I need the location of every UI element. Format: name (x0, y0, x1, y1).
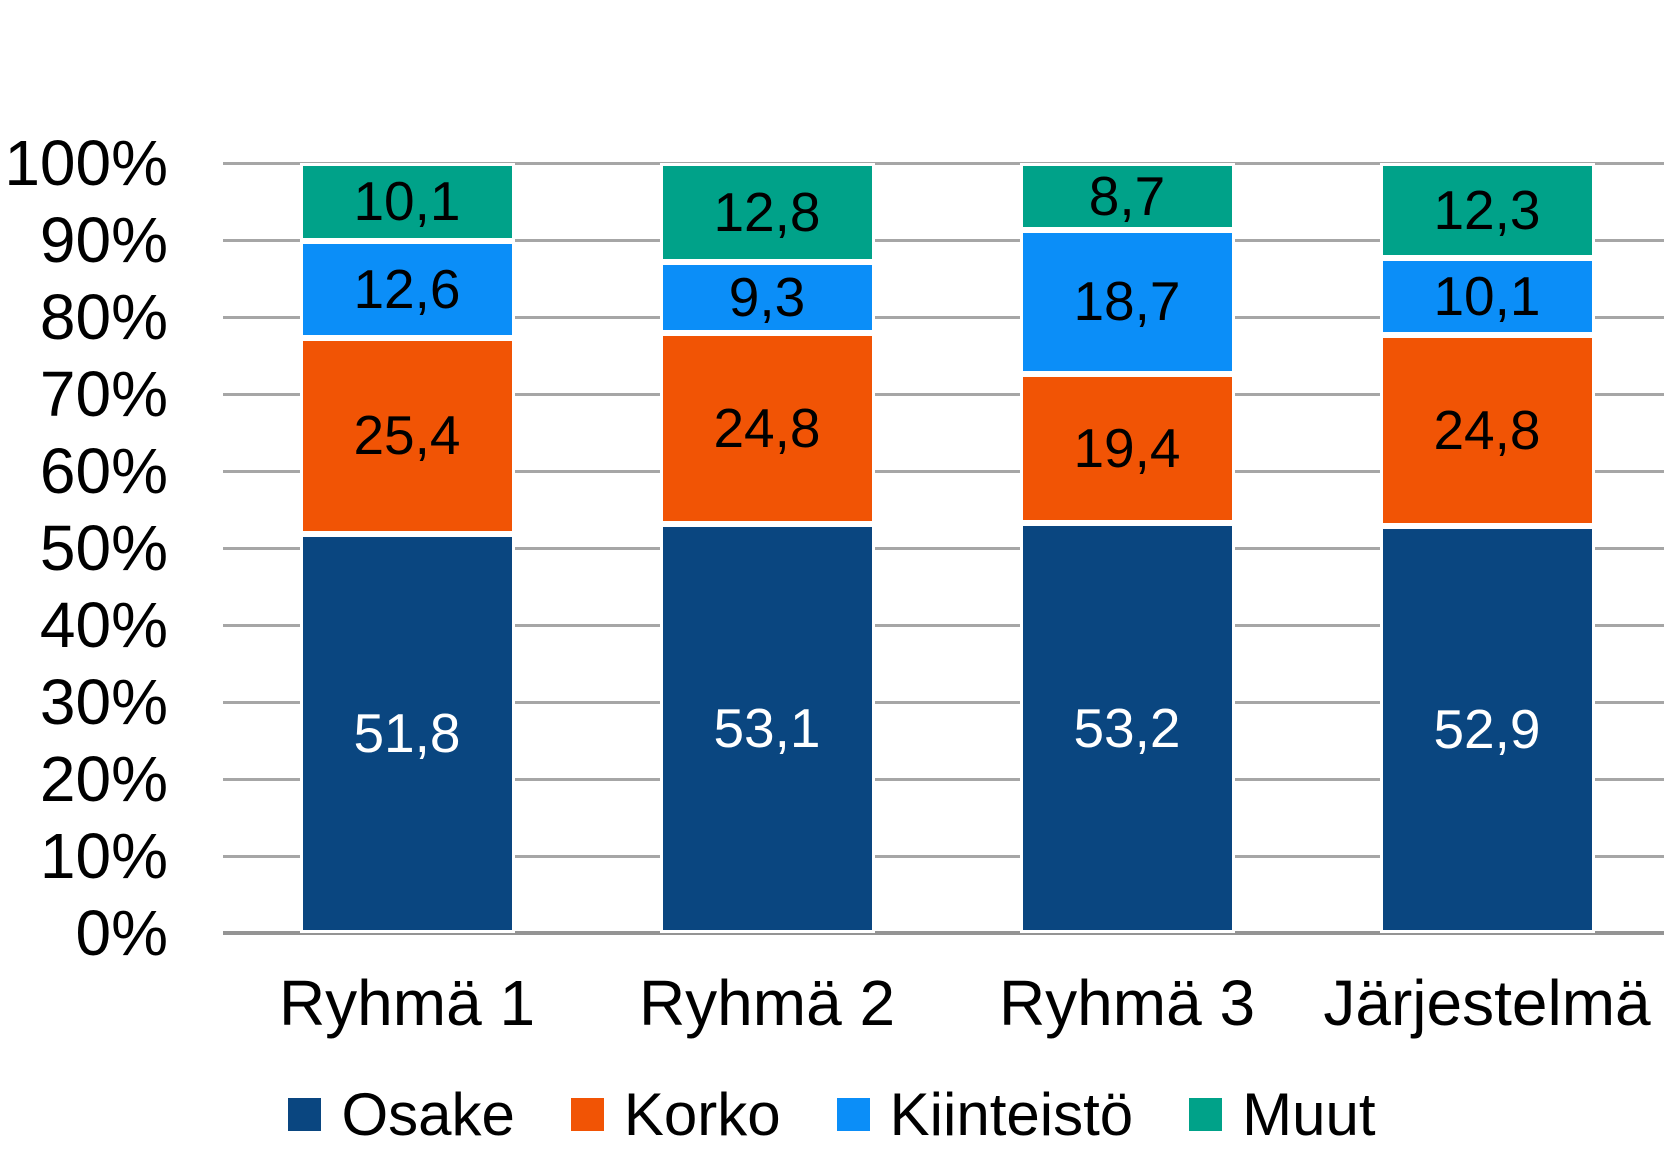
bar-segment-osake-jarjestelma: 52,9 (1379, 526, 1595, 933)
legend-label-muut: Muut (1242, 1080, 1376, 1148)
y-tick-label-30pct: 30% (39, 666, 168, 738)
legend-swatch-muut (1189, 1097, 1223, 1131)
gridline-50% (223, 547, 1664, 550)
y-tick-label-0pct: 0% (75, 897, 169, 969)
bar-segment-kiinteisto-jarjestelma: 10,1 (1379, 257, 1595, 336)
value-label-korko-ryhma-1: 25,4 (353, 404, 461, 467)
value-label-muut-ryhma-2: 12,8 (713, 180, 821, 243)
bar-segment-muut-ryhma-1: 10,1 (299, 163, 515, 241)
gridline-70% (223, 393, 1664, 396)
bar-segment-korko-ryhma-2: 24,8 (659, 333, 875, 525)
gridline-80% (223, 316, 1664, 319)
x-category-label-ryhma-3: Ryhmä 3 (998, 967, 1256, 1039)
bar-column-ryhma-3: 8,7 18,7 19,4 53,2 (1019, 163, 1235, 933)
legend-swatch-kiinteisto (836, 1097, 870, 1131)
bar-segment-korko-jarjestelma: 24,8 (1379, 335, 1595, 527)
gridline-20% (223, 778, 1664, 781)
bar-column-jarjestelma: 12,3 10,1 24,8 52,9 (1379, 163, 1595, 933)
legend-item-korko: Korko (570, 1080, 781, 1149)
bar-segment-muut-ryhma-2: 12,8 (659, 163, 875, 262)
gridline-30% (223, 701, 1664, 704)
bar-segment-muut-ryhma-3: 8,7 (1019, 163, 1235, 230)
bar-segment-korko-ryhma-1: 25,4 (299, 337, 515, 534)
y-tick-label-60pct: 60% (39, 435, 168, 507)
legend-item-kiinteisto: Kiinteistö (836, 1080, 1134, 1149)
legend-swatch-korko (570, 1097, 604, 1131)
bar-segment-osake-ryhma-1: 51,8 (299, 533, 515, 933)
y-tick-label-80pct: 80% (39, 281, 168, 353)
value-label-kiinteisto-jarjestelma: 10,1 (1433, 264, 1541, 327)
bar-segment-osake-ryhma-2: 53,1 (659, 524, 875, 933)
value-label-osake-ryhma-1: 51,8 (353, 701, 461, 764)
value-label-korko-jarjestelma: 24,8 (1433, 399, 1541, 462)
legend-label-kiinteisto: Kiinteistö (889, 1080, 1134, 1148)
bar-segment-muut-jarjestelma: 12,3 (1379, 163, 1595, 258)
y-tick-label-70pct: 70% (39, 358, 168, 430)
legend-item-osake: Osake (288, 1080, 515, 1149)
y-tick-label-90pct: 90% (39, 204, 168, 276)
gridline-60% (223, 470, 1664, 473)
bar-segment-kiinteisto-ryhma-1: 12,6 (299, 240, 515, 338)
value-label-muut-ryhma-3: 8,7 (1088, 164, 1166, 227)
value-label-osake-jarjestelma: 52,9 (1433, 698, 1541, 761)
legend-swatch-osake (288, 1097, 322, 1131)
y-tick-label-100pct: 100% (4, 127, 168, 199)
value-label-muut-ryhma-1: 10,1 (353, 170, 461, 233)
x-category-label-jarjestelma: Järjestelmä (1323, 967, 1651, 1039)
x-category-label-ryhma-1: Ryhmä 1 (278, 967, 536, 1039)
value-label-muut-jarjestelma: 12,3 (1433, 178, 1541, 241)
bar-column-ryhma-2: 12,8 9,3 24,8 53,1 (659, 163, 875, 933)
bar-segment-kiinteisto-ryhma-3: 18,7 (1019, 229, 1235, 374)
x-category-label-ryhma-2: Ryhmä 2 (638, 967, 896, 1039)
gridline-100% (223, 162, 1664, 165)
value-label-korko-ryhma-3: 19,4 (1073, 417, 1181, 480)
value-label-kiinteisto-ryhma-2: 9,3 (728, 265, 806, 328)
bar-segment-korko-ryhma-3: 19,4 (1019, 373, 1235, 524)
value-label-kiinteisto-ryhma-3: 18,7 (1073, 270, 1181, 333)
legend-label-osake: Osake (341, 1080, 515, 1148)
x-axis-line (223, 931, 1664, 935)
y-tick-label-50pct: 50% (39, 512, 168, 584)
value-label-korko-ryhma-2: 24,8 (713, 397, 821, 460)
legend: Osake Korko Kiinteistö Muut (0, 1078, 1664, 1150)
bar-segment-kiinteisto-ryhma-2: 9,3 (659, 261, 875, 334)
gridline-90% (223, 239, 1664, 242)
value-label-osake-ryhma-2: 53,1 (713, 697, 821, 760)
legend-label-korko: Korko (623, 1080, 781, 1148)
bar-column-ryhma-1: 10,1 12,6 25,4 51,8 (299, 163, 515, 933)
value-label-osake-ryhma-3: 53,2 (1073, 696, 1181, 759)
bar-segment-osake-ryhma-3: 53,2 (1019, 523, 1235, 933)
y-tick-label-20pct: 20% (39, 743, 168, 815)
legend-item-muut: Muut (1189, 1080, 1376, 1149)
value-label-kiinteisto-ryhma-1: 12,6 (353, 257, 461, 320)
y-tick-label-40pct: 40% (39, 589, 168, 661)
y-tick-label-10pct: 10% (39, 820, 168, 892)
gridline-10% (223, 855, 1664, 858)
gridline-40% (223, 624, 1664, 627)
